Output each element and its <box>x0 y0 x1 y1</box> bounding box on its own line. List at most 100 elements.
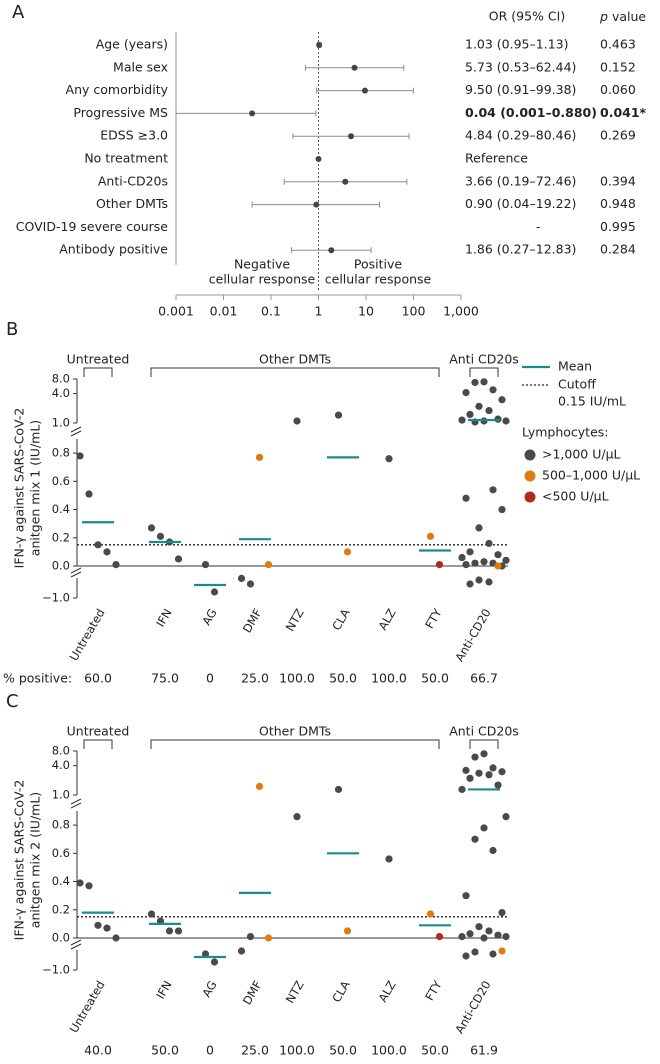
x-tick-label: DMF <box>240 606 265 635</box>
data-point <box>201 560 210 569</box>
data-point <box>489 386 497 394</box>
y-tick-label: 4.0 <box>52 758 70 772</box>
axis-break <box>70 802 82 809</box>
ci-label: 1.86 (0.27–12.83) <box>465 242 576 257</box>
data-point <box>237 574 246 583</box>
data-point <box>498 909 506 917</box>
data-point <box>76 879 84 887</box>
y-tick-label: −1.0 <box>42 963 70 977</box>
data-point <box>466 774 474 782</box>
axis-break <box>70 571 82 578</box>
group-label: Anti CD20s <box>449 352 519 367</box>
data-point <box>462 560 470 569</box>
data-point <box>112 560 120 569</box>
percent-positive: 61.9 <box>470 1043 498 1058</box>
x-tick-label: 10 <box>358 304 374 319</box>
p-label: 0.284 <box>600 242 636 257</box>
panel-letter: C <box>6 691 19 712</box>
p-rest: value <box>612 9 646 24</box>
legend-title: Lymphocytes: <box>522 425 608 440</box>
y-axis-title: anitgen mix 2 (IU/mL) <box>28 792 43 928</box>
ci-label: Reference <box>465 151 528 166</box>
y-tick-label: 0.0 <box>52 559 70 573</box>
panel-letter: B <box>6 319 18 340</box>
data-point <box>480 824 488 832</box>
data-point <box>255 782 264 791</box>
group-bracket <box>469 367 499 377</box>
annotation: cellular response <box>325 272 432 287</box>
percent-label: % positive: <box>3 671 72 686</box>
data-point <box>435 560 444 569</box>
data-point <box>494 562 502 570</box>
data-point <box>494 551 502 559</box>
data-point <box>237 947 246 955</box>
ci-label: - <box>536 219 541 234</box>
data-point <box>458 553 466 562</box>
row-label: Any comorbidity <box>66 82 169 97</box>
or-point <box>313 201 320 208</box>
data-point <box>462 494 470 502</box>
annotation: cellular response <box>209 272 316 287</box>
x-tick-label: IFN <box>153 606 174 629</box>
annotation: Positive <box>354 257 402 272</box>
group-bracket <box>150 739 440 749</box>
or-point <box>361 87 368 94</box>
annotation: Negative <box>234 257 290 272</box>
or-point <box>328 247 335 254</box>
data-point <box>489 486 497 494</box>
legend-swatch <box>524 449 536 461</box>
percent-positive: 0 <box>206 671 214 686</box>
p-label: 0.394 <box>600 173 636 188</box>
data-point <box>174 927 183 935</box>
percent-positive: 100.0 <box>371 1043 407 1058</box>
legend-swatch <box>524 491 536 503</box>
ci-label: 4.84 (0.29–80.46) <box>465 128 576 143</box>
ci-label: 3.66 (0.19–72.46) <box>465 173 576 188</box>
data-point <box>246 932 255 941</box>
legend-label: >1,000 U/μL <box>542 447 621 462</box>
data-point <box>471 948 479 956</box>
data-point <box>156 532 165 540</box>
y-tick-label: 0.2 <box>52 902 70 916</box>
data-point <box>264 934 273 942</box>
data-point <box>255 453 264 461</box>
data-point <box>293 417 301 425</box>
y-tick-label: 8.0 <box>52 372 70 386</box>
data-point <box>343 927 352 935</box>
legend-label: <500 U/μL <box>542 489 609 504</box>
data-point <box>112 934 120 942</box>
data-point <box>435 932 444 941</box>
data-point <box>485 771 493 779</box>
data-point <box>94 921 102 929</box>
x-tick-label: FTY <box>422 605 445 631</box>
y-tick-label: 0.8 <box>52 446 70 460</box>
group-label: Anti CD20s <box>449 724 519 739</box>
percent-positive: 75.0 <box>151 671 179 686</box>
y-tick-label: 1.0 <box>52 788 70 802</box>
row-label: Progressive MS <box>73 105 168 120</box>
data-point <box>76 452 84 460</box>
y-tick-label: 0.4 <box>52 502 70 516</box>
data-point <box>103 548 111 556</box>
percent-positive: 100.0 <box>371 671 407 686</box>
x-tick-label: Anti-CD20 <box>452 978 493 1036</box>
legend-swatch <box>524 470 536 482</box>
y-tick-label: 0.6 <box>52 846 70 860</box>
data-point <box>502 556 510 564</box>
data-point <box>426 532 435 540</box>
y-tick-label: 0.0 <box>52 931 70 945</box>
p-italic: p <box>599 9 608 24</box>
p-label: 0.041* <box>600 105 647 120</box>
x-tick-label: NTZ <box>283 606 307 633</box>
y-axis-title: IFN-γ against SARS-CoV-2 <box>12 408 27 569</box>
y-tick-label: 0.8 <box>52 818 70 832</box>
percent-positive: 100.0 <box>279 1043 315 1058</box>
ci-label: 1.03 (0.95–1.13) <box>465 37 568 52</box>
data-point <box>174 555 183 563</box>
data-point <box>480 750 488 758</box>
y-tick-label: 4.0 <box>52 386 70 400</box>
data-point <box>489 846 497 855</box>
p-label: 0.948 <box>600 196 636 211</box>
row-label: Age (years) <box>96 37 168 52</box>
group-bracket <box>83 367 113 377</box>
